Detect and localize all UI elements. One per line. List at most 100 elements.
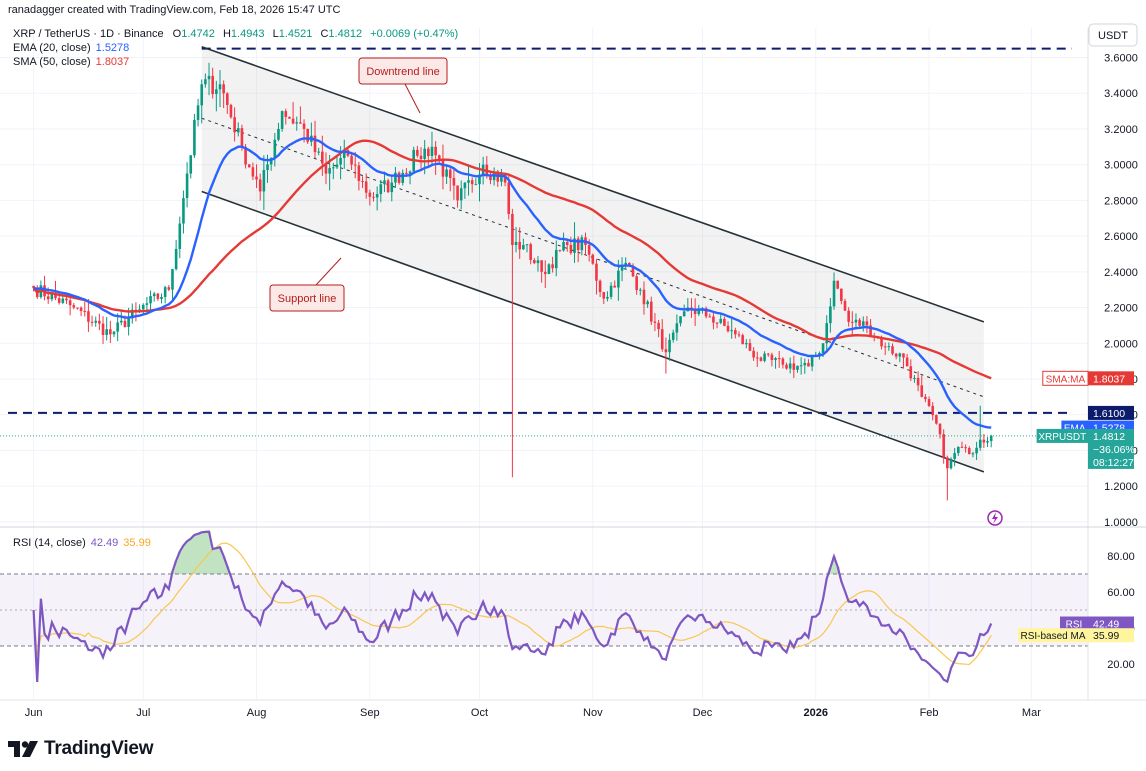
support-annotation[interactable]: Support line bbox=[269, 257, 345, 312]
candle bbox=[507, 175, 511, 220]
time-tick-label: Feb bbox=[920, 707, 939, 719]
candle bbox=[924, 394, 927, 403]
sma-legend-value: 1.8037 bbox=[96, 56, 130, 68]
candle bbox=[861, 316, 865, 332]
candle bbox=[145, 296, 149, 311]
candle bbox=[160, 293, 163, 304]
candle bbox=[386, 178, 390, 194]
candle bbox=[916, 371, 920, 392]
price-tick-label: 2.2000 bbox=[1104, 303, 1138, 315]
downtrend-annotation[interactable]: Downtrend line bbox=[358, 57, 448, 114]
candle bbox=[712, 313, 715, 330]
time-axis[interactable]: Jun Jul Aug Sep Oct Nov Dec 2026 Feb Mar bbox=[25, 707, 1041, 719]
candle bbox=[927, 396, 931, 408]
ema-legend[interactable]: EMA (20, close) 1.5278 bbox=[13, 42, 129, 54]
time-tick-label: Jun bbox=[25, 707, 43, 719]
price-tag-value: 1.4812 bbox=[1093, 431, 1125, 443]
time-tick-label: Aug bbox=[247, 707, 267, 719]
price-tag: XRPUSDT 1.4812−36.06%08:12:27 bbox=[1036, 428, 1135, 469]
candle bbox=[196, 98, 200, 127]
candle bbox=[280, 110, 284, 132]
candle bbox=[452, 169, 456, 200]
price-tag-label: XRPUSDT bbox=[1038, 432, 1086, 443]
candle bbox=[441, 144, 445, 190]
symbol-legend[interactable]: XRP / TetherUS · 1D · Binance O1.4742 H1… bbox=[13, 28, 458, 40]
candle bbox=[178, 216, 182, 259]
downtrend-channel-upper-line[interactable] bbox=[201, 46, 985, 323]
currency-badge[interactable]: USDT bbox=[1088, 23, 1138, 47]
candle bbox=[533, 257, 536, 265]
price-tag: 1.6100 bbox=[1088, 405, 1134, 420]
candle bbox=[394, 166, 397, 188]
candle bbox=[653, 313, 657, 332]
candle bbox=[284, 108, 288, 125]
candle bbox=[580, 234, 584, 256]
svg-text:XRP / TetherUS · 1D · Binance: XRP / TetherUS · 1D · Binance O1.4742 H1… bbox=[13, 28, 458, 40]
price-tick-label: 3.0000 bbox=[1104, 160, 1138, 172]
candle bbox=[182, 190, 185, 234]
candle bbox=[851, 311, 854, 335]
candle bbox=[65, 297, 68, 304]
support-channel-lower-line[interactable] bbox=[201, 190, 985, 473]
candle bbox=[152, 291, 156, 302]
candle bbox=[489, 171, 492, 185]
rsi-legend[interactable]: RSI (14, close) 42.49 35.99 bbox=[13, 537, 151, 549]
candle bbox=[511, 208, 514, 478]
candle bbox=[543, 260, 547, 289]
open-value: 1.4742 bbox=[181, 28, 215, 40]
candle bbox=[456, 185, 459, 208]
svg-text:USDT: USDT bbox=[1098, 30, 1128, 42]
candle bbox=[726, 321, 730, 333]
candle bbox=[960, 441, 964, 449]
candle bbox=[434, 141, 437, 175]
candle bbox=[986, 436, 989, 447]
rsi-tag-label: RSI bbox=[1066, 620, 1083, 631]
candle bbox=[642, 281, 646, 315]
candle bbox=[185, 162, 189, 208]
candle bbox=[935, 414, 938, 425]
candle bbox=[525, 243, 529, 253]
candle bbox=[609, 282, 613, 300]
price-tick-label: 2.0000 bbox=[1104, 338, 1138, 350]
candle bbox=[540, 260, 543, 283]
candle bbox=[372, 192, 375, 202]
candle bbox=[207, 62, 211, 96]
candle bbox=[840, 288, 843, 305]
rsi-tick-label: 80.00 bbox=[1107, 551, 1135, 563]
candle bbox=[953, 447, 956, 467]
candle bbox=[514, 227, 518, 253]
candle bbox=[843, 298, 847, 311]
candle bbox=[891, 343, 894, 356]
ema-20-line bbox=[33, 137, 992, 429]
candle bbox=[522, 238, 525, 250]
candle bbox=[803, 358, 807, 374]
symbol-label: XRP / TetherUS · 1D · Binance bbox=[13, 28, 164, 40]
candle bbox=[664, 337, 668, 374]
lightning-icon[interactable] bbox=[987, 510, 1003, 526]
candle bbox=[975, 441, 978, 460]
price-tick-label: 3.6000 bbox=[1104, 53, 1138, 65]
candle bbox=[105, 317, 108, 341]
candle bbox=[204, 73, 207, 88]
high-value: 1.4943 bbox=[231, 28, 265, 40]
candle bbox=[109, 320, 112, 343]
candle bbox=[295, 116, 299, 131]
tradingview-logo[interactable]: TradingView bbox=[8, 737, 154, 761]
candle bbox=[262, 155, 266, 210]
candle bbox=[675, 314, 679, 341]
candle bbox=[215, 80, 218, 112]
sma-legend[interactable]: SMA (50, close) 1.8037 bbox=[13, 56, 129, 68]
candle bbox=[357, 161, 361, 191]
candle bbox=[894, 352, 898, 360]
candle bbox=[620, 257, 624, 282]
chart-credit: ranadagger created with TradingView.com,… bbox=[8, 4, 340, 16]
price-tick-label: 3.4000 bbox=[1104, 88, 1138, 100]
candle bbox=[518, 227, 521, 259]
candle bbox=[247, 163, 251, 168]
price-tag-value: 1.6100 bbox=[1093, 408, 1125, 420]
candle bbox=[459, 180, 463, 210]
candle bbox=[536, 256, 540, 272]
candle bbox=[920, 375, 924, 398]
